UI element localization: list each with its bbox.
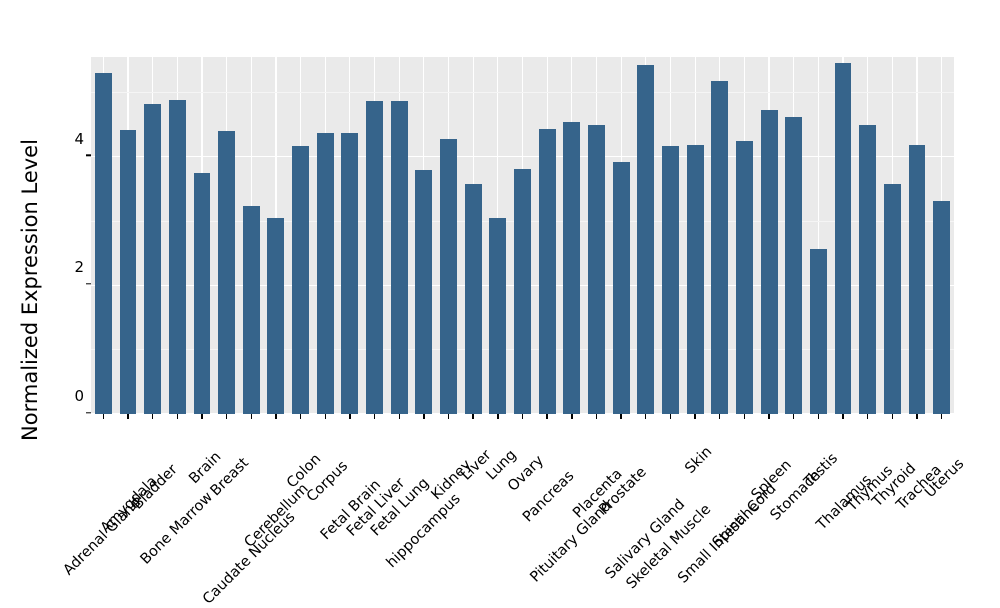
x-tick-mark xyxy=(571,414,573,419)
bar xyxy=(588,124,605,414)
x-tick-mark xyxy=(694,414,696,419)
y-tick-label: 0 xyxy=(74,387,84,405)
bar xyxy=(637,65,655,414)
bar xyxy=(834,63,852,414)
x-tick-mark xyxy=(842,414,844,419)
x-tick-mark xyxy=(817,414,820,419)
bar xyxy=(908,145,926,414)
bar xyxy=(859,124,877,414)
bar xyxy=(785,116,803,414)
x-tick-mark xyxy=(719,414,721,419)
x-tick-mark xyxy=(793,414,795,419)
x-tick-mark xyxy=(940,414,943,419)
bar xyxy=(390,100,408,414)
bar xyxy=(538,129,556,414)
x-tick-mark xyxy=(891,414,894,419)
x-tick-mark xyxy=(867,414,869,419)
x-tick-mark xyxy=(225,414,228,419)
x-tick-label: Caudate Nucleus xyxy=(200,509,299,608)
x-tick-mark xyxy=(275,414,277,419)
bar xyxy=(883,184,901,414)
bar xyxy=(341,132,359,414)
x-tick-mark xyxy=(299,414,302,419)
x-tick-label: Testis xyxy=(801,450,842,491)
x-tick-mark xyxy=(127,414,129,419)
x-tick-mark xyxy=(447,414,450,419)
bar xyxy=(809,248,827,414)
bar xyxy=(168,100,186,414)
x-tick-mark xyxy=(743,414,746,419)
y-tick-label: 4 xyxy=(74,129,84,148)
bar xyxy=(440,139,457,414)
x-tick-label: Skin xyxy=(682,443,716,477)
x-tick-mark xyxy=(669,414,672,419)
bar xyxy=(242,205,260,414)
bar xyxy=(760,110,778,414)
x-tick-mark xyxy=(916,414,918,419)
bar xyxy=(514,168,531,414)
bar xyxy=(661,146,679,414)
y-tick-mark xyxy=(86,411,91,414)
bar xyxy=(489,217,507,414)
bar xyxy=(464,183,482,414)
bar xyxy=(711,80,729,414)
y-tick-mark xyxy=(86,283,91,285)
x-tick-mark xyxy=(324,414,326,419)
x-tick-mark xyxy=(521,414,524,419)
bar xyxy=(218,130,236,414)
bar xyxy=(415,170,433,414)
x-tick-mark xyxy=(373,414,376,419)
x-tick-mark xyxy=(102,414,105,419)
x-tick-mark xyxy=(546,414,548,419)
x-tick-mark xyxy=(595,414,598,419)
x-tick-mark xyxy=(768,414,770,419)
x-tick-mark xyxy=(620,414,622,419)
y-tick-label: 2 xyxy=(74,258,84,277)
x-tick-mark xyxy=(349,414,351,419)
horizontal-gridline-minor xyxy=(91,91,954,93)
bar xyxy=(933,201,951,414)
bar xyxy=(292,145,310,414)
bar xyxy=(144,103,162,414)
vertical-gridline xyxy=(817,57,819,414)
x-tick-mark xyxy=(151,414,154,419)
x-tick-mark xyxy=(250,414,252,419)
y-axis-title: Normalized Expression Level xyxy=(18,139,42,441)
bar xyxy=(193,173,211,414)
horizontal-gridline-major xyxy=(91,156,954,158)
bar xyxy=(612,161,630,414)
bar xyxy=(366,100,383,414)
x-tick-mark xyxy=(201,414,203,419)
bar xyxy=(563,121,581,414)
bar xyxy=(267,218,285,414)
x-tick-mark xyxy=(176,414,178,419)
y-tick-mark xyxy=(86,154,91,157)
bar xyxy=(94,73,112,414)
x-tick-mark xyxy=(645,414,647,419)
bars-layer xyxy=(91,57,954,414)
bar xyxy=(316,132,334,414)
bar xyxy=(119,129,137,414)
x-tick-mark xyxy=(472,414,474,419)
x-tick-mark xyxy=(423,414,425,419)
x-tick-mark xyxy=(398,414,400,419)
bar xyxy=(735,140,753,414)
x-tick-mark xyxy=(497,414,499,419)
bar xyxy=(686,145,704,414)
